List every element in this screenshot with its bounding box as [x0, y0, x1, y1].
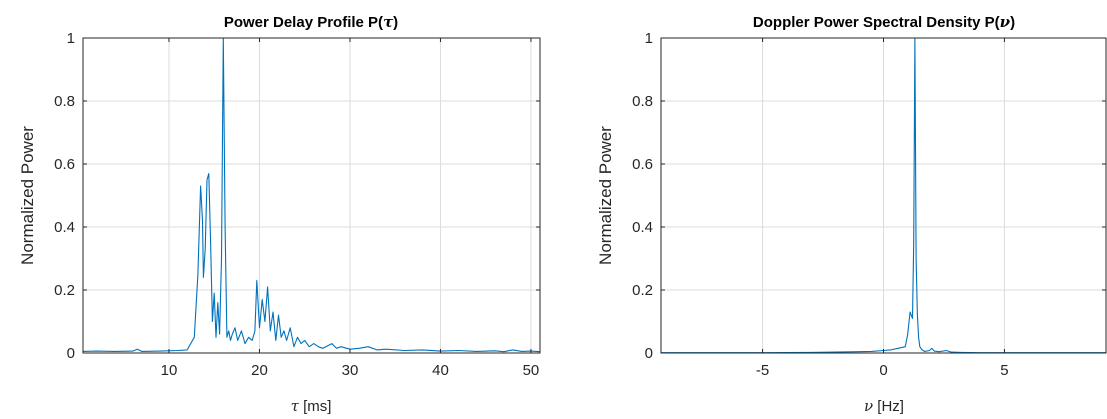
x-axis-label: τ [ms] [291, 397, 332, 415]
y-tick-label: 0.2 [632, 282, 653, 299]
y-tick-label: 0 [645, 345, 653, 362]
x-tick-label: 5 [1000, 362, 1008, 379]
y-tick-label: 1 [67, 30, 75, 47]
y-tick-label: 0.6 [632, 156, 653, 173]
y-tick-label: 0.8 [54, 93, 75, 110]
y-tick-label: 1 [645, 30, 653, 47]
series-line [82, 37, 541, 353]
chart-1: 10 20 30 40 50 0 0.2 0.4 0.6 0.8 1 Power Delay Prof… [18, 13, 541, 415]
x-tick-label: 30 [342, 362, 359, 379]
series-line [661, 37, 1106, 354]
y-tick-label: 0.4 [632, 219, 653, 236]
x-tick-label: -5 [756, 362, 769, 379]
axes-box [82, 37, 541, 354]
y-tick-label: 0.2 [54, 282, 75, 299]
chart-2: -5 0 5 0 0.2 0.4 0.6 0.8 1 Doppler Power Spectral… [596, 13, 1107, 415]
y-tick-label: 0 [67, 345, 75, 362]
x-tick-label: 0 [879, 362, 887, 379]
chart-title: Power Delay Profile P(τ) [224, 13, 398, 31]
y-tick-label: 0.6 [54, 156, 75, 173]
x-tick-label: 20 [251, 362, 268, 379]
plot-area [83, 38, 540, 353]
chart-title: Doppler Power Spectral Density P(ν) [753, 13, 1015, 31]
y-tick-label: 0.4 [54, 219, 75, 236]
x-tick-label: 10 [161, 362, 178, 379]
x-tick-label: 50 [523, 362, 540, 379]
x-axis-label: ν [Hz] [864, 397, 904, 415]
y-axis-label: Normalized Power [18, 126, 37, 265]
y-tick-label: 0.8 [632, 93, 653, 110]
y-axis-label: Normalized Power [596, 126, 615, 265]
x-tick-label: 40 [432, 362, 449, 379]
